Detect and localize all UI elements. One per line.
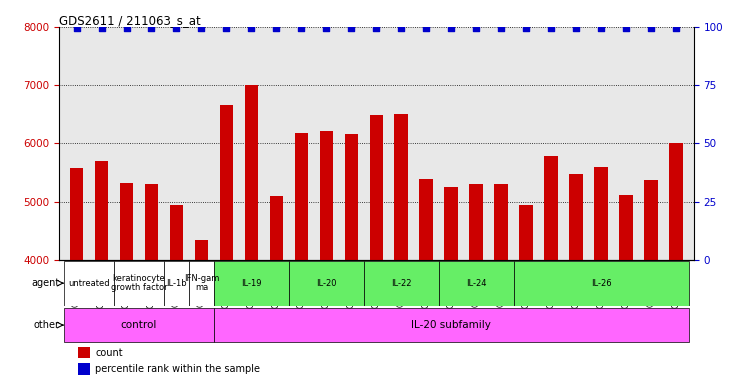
Bar	[145, 184, 159, 384]
Point	[145, 25, 157, 31]
Bar	[114, 261, 164, 306]
Point	[370, 25, 382, 31]
Point	[196, 25, 207, 31]
Text: IL-22: IL-22	[391, 279, 412, 288]
Bar	[64, 261, 114, 306]
Point	[545, 25, 557, 31]
Text: IL-24: IL-24	[466, 279, 486, 288]
Point	[120, 25, 132, 31]
Point	[71, 25, 83, 31]
Bar	[78, 347, 89, 358]
Point	[320, 25, 332, 31]
Text: agent: agent	[31, 278, 60, 288]
Bar	[395, 114, 408, 384]
Point	[295, 25, 307, 31]
Point	[670, 25, 682, 31]
Bar	[520, 205, 533, 384]
Text: other: other	[33, 320, 60, 330]
Point	[470, 25, 482, 31]
Point	[246, 25, 258, 31]
Bar	[514, 261, 689, 306]
Point	[170, 25, 182, 31]
Bar	[214, 261, 289, 306]
Point	[495, 25, 507, 31]
Bar	[69, 168, 83, 384]
Bar	[64, 308, 214, 342]
Text: IL-26: IL-26	[591, 279, 612, 288]
Bar	[444, 187, 458, 384]
Text: count: count	[95, 348, 123, 358]
Point	[446, 25, 458, 31]
Point	[271, 25, 283, 31]
Point	[570, 25, 582, 31]
Text: IFN-gam
ma: IFN-gam ma	[184, 274, 219, 293]
Text: control: control	[121, 320, 157, 330]
Point	[645, 25, 657, 31]
Text: IL-20: IL-20	[316, 279, 337, 288]
Bar	[189, 261, 214, 306]
Bar	[78, 363, 89, 375]
Text: percentile rank within the sample: percentile rank within the sample	[95, 364, 261, 374]
Bar	[94, 161, 108, 384]
Text: IL-20 subfamily: IL-20 subfamily	[411, 320, 492, 330]
Bar	[570, 174, 583, 384]
Text: IL-1b: IL-1b	[166, 279, 187, 288]
Bar	[469, 184, 483, 384]
Bar	[269, 196, 283, 384]
Bar	[364, 261, 439, 306]
Bar	[195, 240, 208, 384]
Point	[596, 25, 607, 31]
Point	[221, 25, 232, 31]
Bar	[594, 167, 608, 384]
Bar	[294, 134, 308, 384]
Bar	[494, 184, 508, 384]
Text: keratinocyte
growth factor: keratinocyte growth factor	[111, 274, 168, 293]
Text: GDS2611 / 211063_s_at: GDS2611 / 211063_s_at	[59, 14, 201, 27]
Bar	[244, 85, 258, 384]
Bar	[669, 143, 683, 384]
Text: untreated: untreated	[68, 279, 110, 288]
Bar	[439, 261, 514, 306]
Point	[421, 25, 432, 31]
Bar	[644, 180, 658, 384]
Point	[345, 25, 357, 31]
Bar	[214, 308, 689, 342]
Bar	[419, 179, 433, 384]
Bar	[545, 156, 558, 384]
Point	[520, 25, 532, 31]
Bar	[220, 105, 233, 384]
Bar	[289, 261, 364, 306]
Point	[96, 25, 108, 31]
Point	[396, 25, 407, 31]
Point	[621, 25, 632, 31]
Bar	[170, 205, 183, 384]
Bar	[345, 134, 358, 384]
Bar	[164, 261, 189, 306]
Bar	[320, 131, 334, 384]
Bar	[370, 115, 383, 384]
Bar	[619, 195, 633, 384]
Bar	[120, 183, 134, 384]
Text: IL-19: IL-19	[241, 279, 262, 288]
